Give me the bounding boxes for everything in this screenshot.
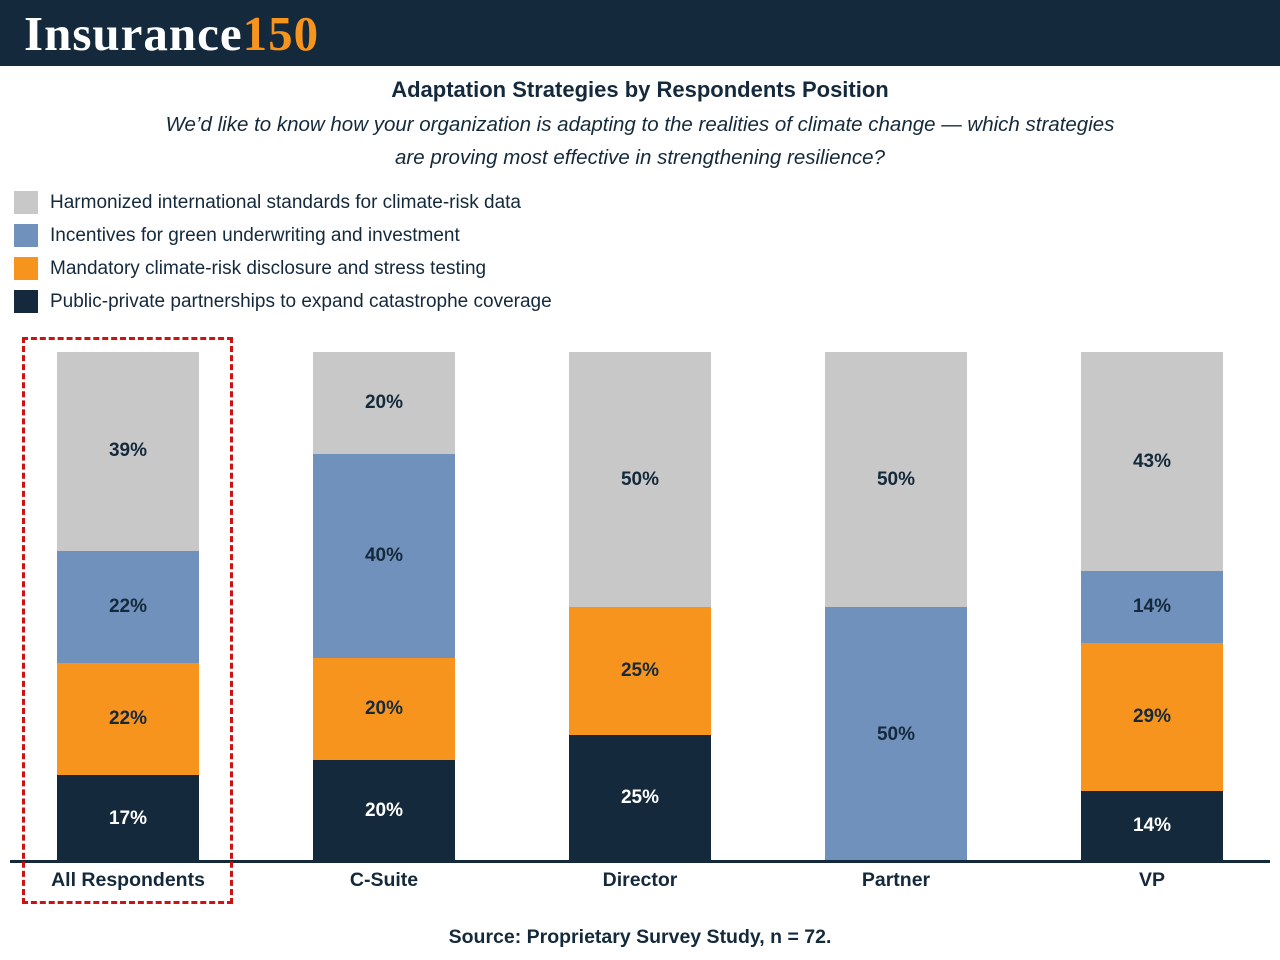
segment-value-label: 25% bbox=[620, 659, 660, 681]
segment-vp: 43% bbox=[1081, 352, 1223, 572]
legend-row-0: Harmonized international standards for c… bbox=[14, 186, 552, 219]
segment-c-suite: 40% bbox=[313, 454, 455, 658]
legend-row-1: Incentives for green underwriting and in… bbox=[14, 219, 552, 252]
category-label-director: Director bbox=[602, 869, 678, 891]
segment-director: 50% bbox=[569, 352, 711, 607]
segment-vp: 29% bbox=[1081, 642, 1223, 791]
segment-value-label: 29% bbox=[1132, 705, 1172, 727]
category-label-partner: Partner bbox=[861, 869, 931, 891]
segment-c-suite: 20% bbox=[313, 658, 455, 760]
legend-swatch-icon bbox=[14, 224, 38, 247]
segment-value-label: 17% bbox=[108, 807, 148, 829]
source-note: Source: Proprietary Survey Study, n = 72… bbox=[448, 926, 832, 948]
legend-label: Harmonized international standards for c… bbox=[50, 191, 521, 213]
segment-value-label: 14% bbox=[1132, 815, 1172, 837]
legend-swatch-icon bbox=[14, 191, 38, 214]
brand-name: Insurance bbox=[24, 5, 243, 61]
brand-bar: Insurance150 bbox=[0, 0, 1280, 66]
chart-subtitle-line-1: We’d like to know how your organization … bbox=[165, 113, 1115, 136]
category-axis: All Respondents C-Suite Director Partner VP bbox=[0, 869, 1280, 897]
segment-value-label: 20% bbox=[364, 392, 404, 413]
segment-value-label: 40% bbox=[364, 545, 404, 566]
chart-title: Adaptation Strategies by Respondents Pos… bbox=[391, 77, 889, 102]
segment-value-label: 22% bbox=[108, 596, 148, 618]
segment-all-respondents: 22% bbox=[57, 550, 199, 664]
segment-value-label: 43% bbox=[1132, 450, 1172, 472]
legend-row-2: Mandatory climate-risk disclosure and st… bbox=[14, 252, 552, 285]
brand-logo: Insurance150 bbox=[24, 9, 319, 58]
legend-label: Incentives for green underwriting and in… bbox=[50, 224, 460, 246]
bar-vp: 14% 29% 14% 43% bbox=[1081, 352, 1223, 862]
legend-row-3: Public-private partnerships to expand ca… bbox=[14, 285, 552, 318]
segment-all-respondents: 17% bbox=[57, 775, 199, 862]
segment-value-label: 39% bbox=[108, 440, 148, 462]
segment-value-label: 50% bbox=[876, 723, 916, 745]
legend-swatch-icon bbox=[14, 257, 38, 280]
legend-label: Public-private partnerships to expand ca… bbox=[50, 290, 552, 312]
segment-all-respondents: 39% bbox=[57, 352, 199, 551]
category-label-vp: VP bbox=[1138, 869, 1165, 891]
brand-number: 150 bbox=[242, 5, 320, 61]
legend-swatch-icon bbox=[14, 290, 38, 313]
category-label-all-respondents: All Respondents bbox=[51, 869, 205, 891]
segment-all-respondents: 22% bbox=[57, 663, 199, 776]
bar-director: 25% 25% 50% bbox=[569, 352, 711, 862]
bar-all-respondents: 17% 22% 22% 39% bbox=[57, 352, 199, 862]
segment-value-label: 50% bbox=[620, 468, 660, 490]
chart-subtitle: We’d like to know how your organization … bbox=[0, 108, 1280, 174]
segment-partner: 50% bbox=[825, 607, 967, 862]
segment-director: 25% bbox=[569, 607, 711, 735]
segment-c-suite: 20% bbox=[313, 352, 455, 454]
segment-value-label: 14% bbox=[1132, 596, 1172, 617]
segment-vp: 14% bbox=[1081, 571, 1223, 643]
chart-subtitle-line-2: are proving most effective in strengthen… bbox=[395, 146, 885, 169]
bar-partner: 50% 50% bbox=[825, 352, 967, 862]
segment-value-label: 20% bbox=[364, 698, 404, 719]
segment-c-suite: 20% bbox=[313, 760, 455, 862]
legend: Harmonized international standards for c… bbox=[14, 186, 552, 318]
segment-value-label: 25% bbox=[620, 787, 660, 809]
bar-c-suite: 20% 20% 40% 20% bbox=[313, 352, 455, 862]
segment-partner: 50% bbox=[825, 352, 967, 607]
segment-value-label: 20% bbox=[364, 800, 404, 821]
segment-director: 25% bbox=[569, 734, 711, 862]
category-label-c-suite: C-Suite bbox=[349, 869, 419, 891]
legend-label: Mandatory climate-risk disclosure and st… bbox=[50, 257, 487, 279]
segment-value-label: 50% bbox=[876, 468, 916, 490]
segment-vp: 14% bbox=[1081, 790, 1223, 862]
segment-value-label: 22% bbox=[108, 708, 148, 730]
plot-area: 17% 22% 22% 39% 20% 20% 40% 20% 25% 25% 50% 50% 50% 1… bbox=[0, 352, 1280, 862]
x-axis-line bbox=[10, 860, 1270, 863]
